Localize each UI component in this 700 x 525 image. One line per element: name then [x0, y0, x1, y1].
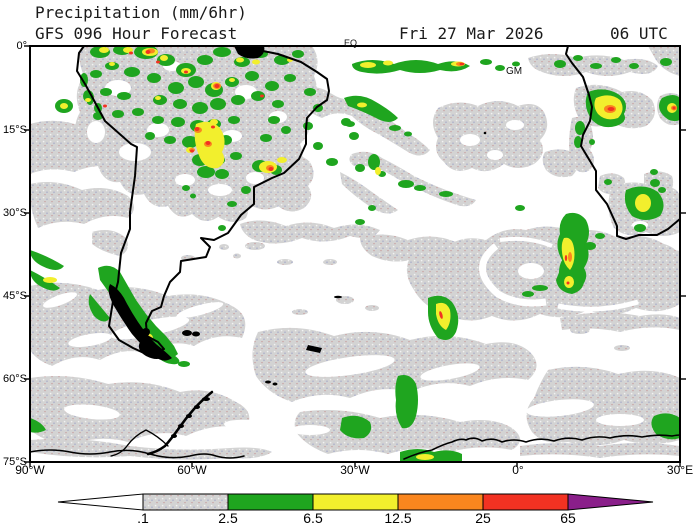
colorbar-below-min-arrow: [57, 493, 144, 511]
colorbar-label-1: 2.5: [218, 510, 238, 525]
page-title: Precipitation (mm/6hr): [35, 3, 247, 22]
colorbar-label-0: .1: [137, 510, 149, 525]
lon-label-90w: 90°W: [15, 463, 45, 477]
model-run-label: GFS 096 Hour Forecast: [35, 24, 238, 43]
lat-label-15s: 15°S: [3, 124, 27, 136]
antarctica-coast-west: [30, 449, 245, 459]
colorbar-segment-light: [142, 493, 229, 511]
precip-red: [103, 50, 676, 319]
valid-date: Fri 27 Mar 2026: [399, 24, 544, 43]
lat-label-30s: 30°S: [3, 207, 27, 219]
lon-label-60w: 60°W: [177, 463, 207, 477]
lat-label-0: 0°: [16, 40, 27, 52]
lon-label-30e: 30°E: [666, 463, 694, 477]
lon-label-0: 0°: [512, 463, 524, 477]
colorbar-label-5: 65: [560, 510, 576, 525]
lat-ticks: [24, 45, 686, 463]
colorbar-label-3: 12.5: [384, 510, 412, 525]
colorbar-segment-yellow: [312, 493, 399, 511]
lon-ticks: [29, 462, 681, 467]
equator-label: EQ: [344, 38, 358, 48]
antarctic-peninsula: [146, 390, 214, 456]
colorbar-graphic: [57, 493, 654, 511]
south-america-coastline: [76, 46, 330, 355]
colorbar-label-2: 6.5: [303, 510, 323, 525]
precip-orange: [147, 48, 677, 262]
africa-coastline: [565, 46, 680, 240]
precip-green: [30, 46, 680, 461]
lat-label-45s: 45°S: [3, 290, 27, 302]
colorbar-label-4: 25: [475, 510, 491, 525]
colorbar-segment-orange: [397, 493, 484, 511]
lon-label-30w: 30°W: [340, 463, 370, 477]
greenwich-meridian-label: GM: [506, 66, 523, 77]
lat-label-60s: 60°S: [3, 373, 27, 385]
valid-time: 06 UTC: [610, 24, 668, 43]
lat-label-75s: 75°S: [3, 456, 27, 468]
colorbar-segment-red: [482, 493, 569, 511]
antarctica-coast-east: [403, 434, 680, 460]
colorbar-segment-green: [227, 493, 314, 511]
colorbar-above-max-arrow: [567, 493, 654, 511]
coastlines: [30, 46, 680, 460]
map-frame: [24, 45, 686, 467]
